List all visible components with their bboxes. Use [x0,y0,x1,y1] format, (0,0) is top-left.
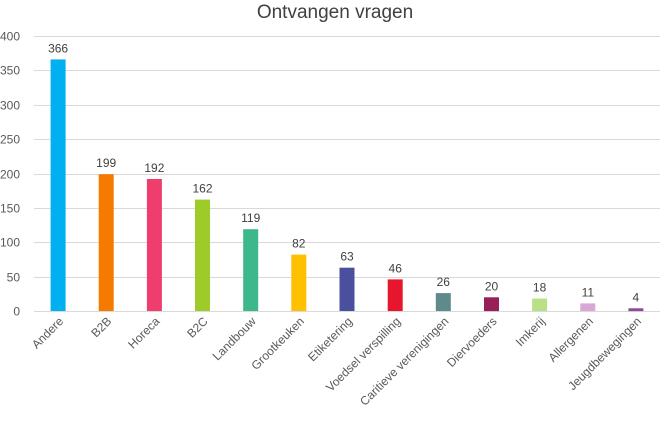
y-tick-label: 300 [0,99,20,113]
data-label: 162 [192,182,212,196]
data-label: 366 [48,41,68,55]
y-axis-tick-labels: 0 50 100 150 200 250 300 350 400 [0,30,20,319]
bar [291,254,307,311]
bar [532,298,548,311]
x-tick-label: B2B [88,314,114,340]
bar [243,229,259,311]
bar [435,293,451,311]
x-tick-label: B2C [184,314,211,341]
y-tick-label: 350 [0,64,20,78]
data-label: 18 [533,281,547,295]
data-label: 192 [144,161,164,175]
bar [146,179,162,311]
y-tick-label: 200 [0,168,20,182]
bar [339,267,355,311]
x-axis-tick-labels: Andere B2B Horeca B2C LandbouwGrootkeukenEti… [29,314,644,409]
y-tick-label: 250 [0,133,20,147]
y-tick-label: 150 [0,202,20,216]
x-tick-label: Caritieve verenigingen [357,314,451,408]
y-tick-label: 50 [7,271,21,285]
bar [484,297,499,312]
chart-title: Ontvangen vragen [257,2,413,23]
x-tick-label: Horeca [125,314,162,351]
x-tick-label: Etiketering [305,314,355,364]
data-label: 119 [241,211,260,225]
data-label: 26 [437,275,451,289]
gridlines [34,36,660,312]
bar [195,199,210,311]
bar [50,59,66,312]
data-label: 199 [96,156,116,170]
y-tick-label: 100 [0,236,20,250]
data-label: 4 [633,290,640,304]
y-tick-label: 400 [0,30,20,44]
bar [580,303,596,311]
x-tick-label: Landbouw [210,314,259,363]
data-label: 46 [389,261,403,275]
data-labels: 366 199 192 162 119 82 63 46 26 20 18 11 4 [48,41,639,304]
x-tick-label: Andere [29,314,66,351]
y-tick-label: 0 [13,305,20,319]
data-label: 11 [582,285,595,299]
data-label: 63 [340,250,354,264]
bar [98,174,114,311]
bar [387,279,403,311]
bars [50,59,644,312]
x-tick-label: Diervoeders [444,314,500,370]
data-label: 82 [292,237,306,251]
data-label: 20 [485,279,499,293]
x-tick-label: Imkerij [513,314,548,349]
bar [628,308,644,312]
x-tick-label: Allergenen [545,314,595,364]
